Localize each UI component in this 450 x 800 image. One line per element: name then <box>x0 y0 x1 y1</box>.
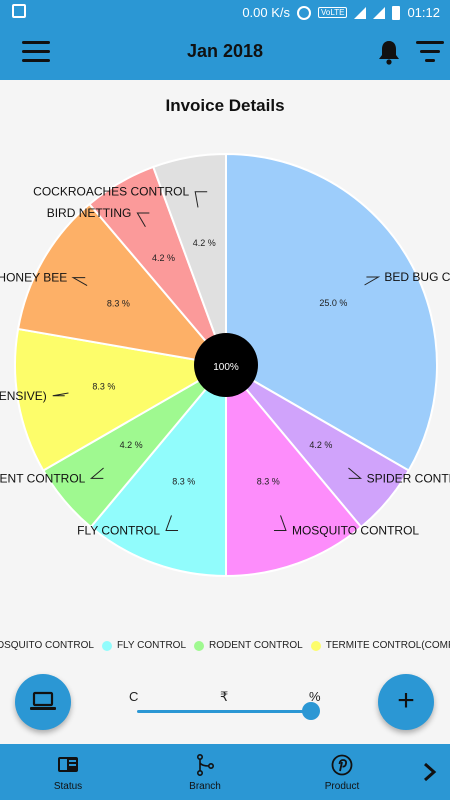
nav-label-status: Status <box>53 781 83 792</box>
leader-line <box>165 515 179 531</box>
legend-label: MOSQUITO CONTROL <box>0 640 94 651</box>
nav-item-branch[interactable]: Branch <box>160 744 250 800</box>
app-bar: Jan 2018 <box>0 25 450 80</box>
leader-line <box>364 276 381 286</box>
pie-center-hole <box>194 333 258 397</box>
slice-percent-label: 4.2 % <box>152 253 175 263</box>
leader-line <box>136 212 150 228</box>
legend-item: RODENT CONTROL <box>194 640 303 651</box>
slice-percent-label: 8.3 % <box>92 382 115 392</box>
slice-category-label: TERMITE CONTROL(COMPREHENSIVE) <box>0 389 47 403</box>
pinterest-icon <box>331 754 353 776</box>
pie-slice[interactable] <box>89 362 227 578</box>
toggle-rupee-label[interactable]: ₹ <box>220 689 229 704</box>
display-mode-slider[interactable] <box>137 710 311 713</box>
nav-item-product[interactable]: Product <box>297 744 387 800</box>
pie-slice[interactable] <box>151 152 227 366</box>
legend-label: FLY CONTROL <box>116 640 187 651</box>
status-indicators: 0.00 K/s VoLTE 01:12 <box>242 5 440 20</box>
chart-legend: MOSQUITO CONTROL FLY CONTROL RODENT CONTRO… <box>0 638 450 656</box>
chevron-right-icon[interactable] <box>418 758 442 786</box>
slice-category-label: FLY CONTROL <box>77 523 160 537</box>
nav-label-branch: Branch <box>189 781 221 792</box>
legend-item: TERMITE CONTROL(COMPREHENSIVE) <box>310 640 450 651</box>
slice-category-label: BED BUG CONTROL <box>384 270 450 284</box>
gallery-notification-icon <box>12 4 26 18</box>
status-bar: 0.00 K/s VoLTE 01:12 <box>0 0 450 25</box>
slice-percent-label: 4.2 % <box>309 440 332 450</box>
menu-icon[interactable] <box>22 41 50 63</box>
page-title: Jan 2018 <box>186 41 264 61</box>
volte-badge: VoLTE <box>318 7 348 18</box>
slice-category-label: MOSQUITO CONTROL <box>292 523 419 537</box>
pie-slice[interactable] <box>14 327 229 472</box>
network-speed: 0.00 K/s <box>242 5 291 20</box>
legend-swatch <box>194 640 205 651</box>
leader-line <box>89 467 104 479</box>
toggle-count-label[interactable]: C <box>129 689 139 704</box>
slice-percent-label: 8.3 % <box>257 477 280 487</box>
legend-label: RODENT CONTROL <box>209 640 303 651</box>
pie-chart[interactable]: 25.0 % 4.2 % 8.3 % 8.3 % 4.2 % 8.3 % 8.3 % 4.2 … <box>0 130 450 600</box>
slice-percent-label: 8.3 % <box>107 298 130 308</box>
legend-label: TERMITE CONTROL(COMPREHENSIVE) <box>325 640 450 651</box>
slice-category-label: COCKROACHES CONTROL <box>33 185 189 199</box>
slice-percent-label: 4.2 % <box>193 238 216 248</box>
bell-icon[interactable] <box>378 39 400 65</box>
filter-icon[interactable] <box>416 41 444 63</box>
pie-center-label: 100% <box>213 362 239 373</box>
legend-item: FLY CONTROL <box>101 640 187 651</box>
nav-item-status[interactable]: Status <box>23 744 113 800</box>
branch-icon <box>196 754 215 776</box>
leader-line <box>348 467 363 479</box>
slice-percent-label: 25.0 % <box>319 298 347 308</box>
alarm-icon <box>297 5 312 20</box>
slice-category-label: SPIDER CONTROL <box>367 471 450 485</box>
signal-icon-2 <box>373 6 386 19</box>
toggle-percent-label[interactable]: % <box>309 689 321 704</box>
laptop-icon <box>30 691 56 710</box>
leader-line <box>194 191 208 208</box>
leader-line <box>71 277 88 287</box>
legend-swatch <box>310 640 321 651</box>
laptop-button[interactable] <box>15 674 71 730</box>
legend-swatch <box>101 640 112 651</box>
clock: 01:12 <box>407 5 440 20</box>
slice-percent-label: 4.2 % <box>120 440 143 450</box>
slider-thumb[interactable] <box>302 702 320 720</box>
slice-category-label: BIRD NETTING <box>47 206 132 220</box>
leader-line <box>273 515 287 531</box>
add-button[interactable]: + <box>378 674 434 730</box>
plus-icon: + <box>397 684 415 717</box>
battery-icon <box>392 5 401 20</box>
legend-item: MOSQUITO CONTROL <box>0 640 94 651</box>
slice-category-label: RODENT CONTROL <box>0 471 86 485</box>
bottom-nav: Status Branch Product <box>0 744 450 800</box>
nav-label-product: Product <box>324 781 360 792</box>
pie-slice[interactable] <box>225 362 363 578</box>
signal-icon <box>354 6 367 19</box>
slice-percent-label: 8.3 % <box>172 477 195 487</box>
pie-slice[interactable] <box>225 152 438 472</box>
pie-slice[interactable] <box>16 202 229 367</box>
chart-title: Invoice Details <box>165 96 285 115</box>
status-icon <box>58 757 78 772</box>
slice-category-label: HONEY BEE <box>0 271 67 285</box>
leader-line <box>52 392 69 397</box>
